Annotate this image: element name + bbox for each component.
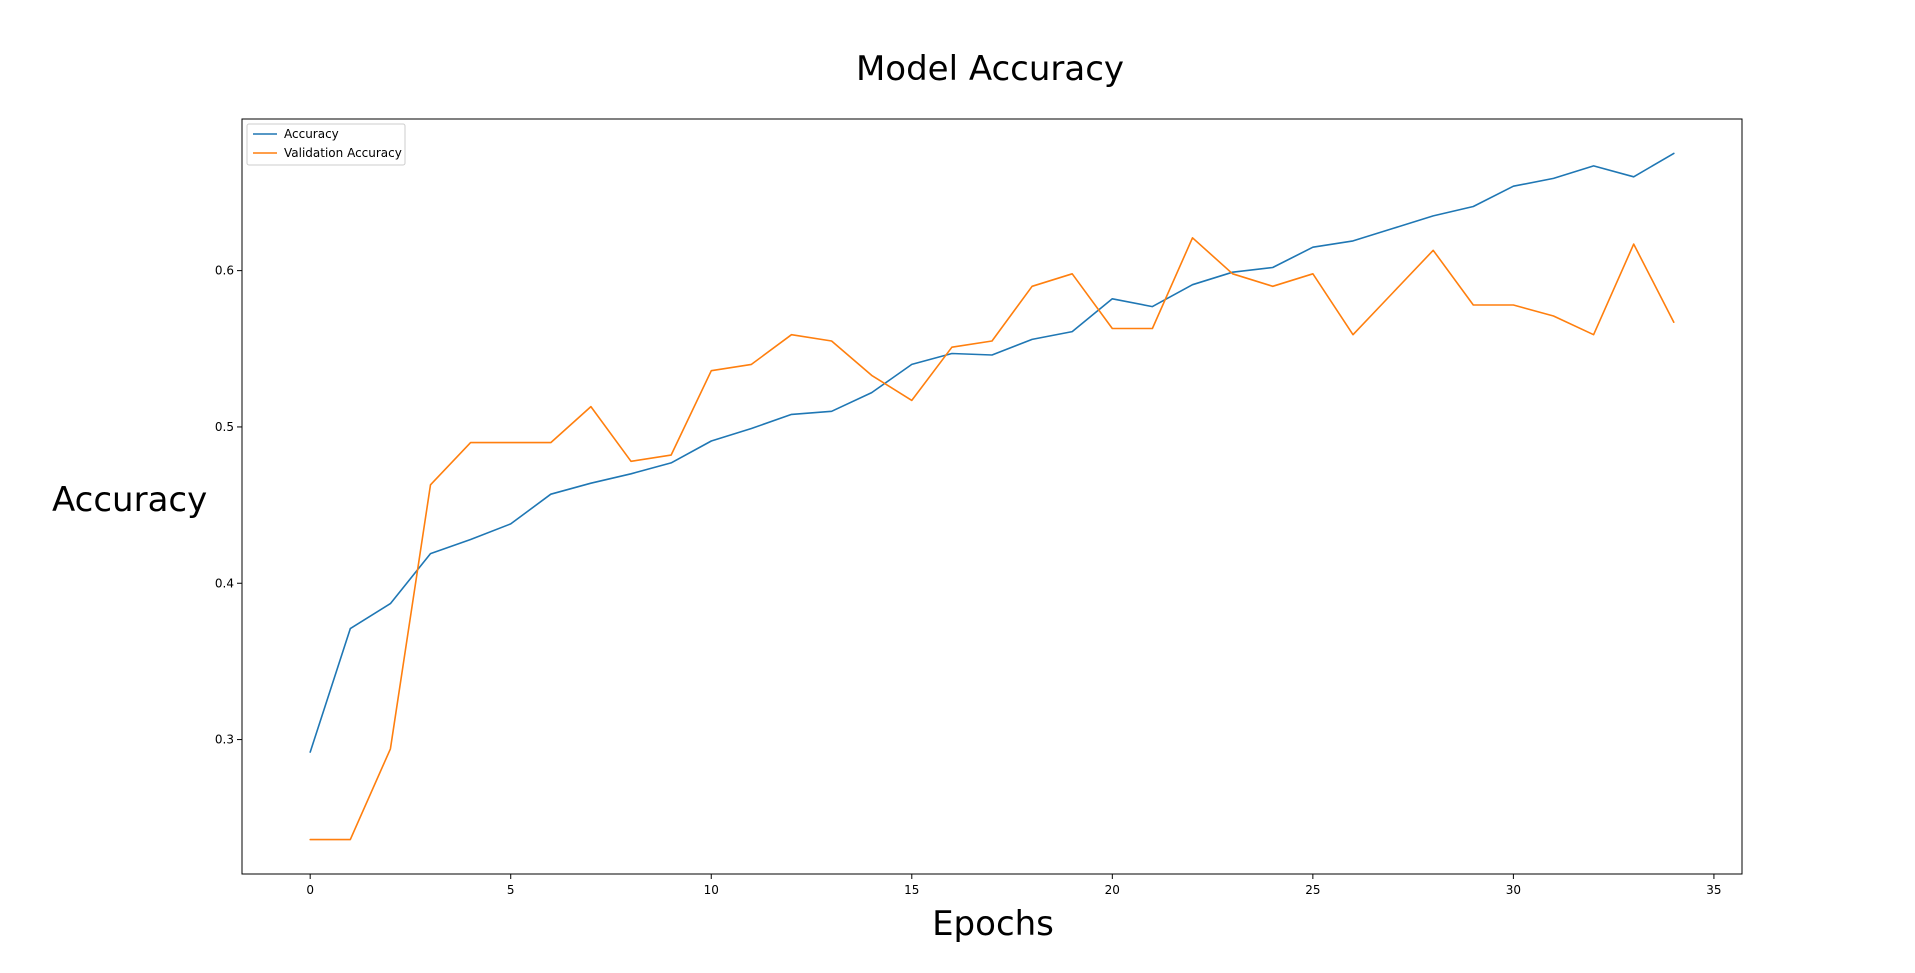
x-tick-label: 0 (306, 883, 314, 897)
y-tick-label: 0.5 (215, 420, 234, 434)
y-tick-label: 0.6 (215, 264, 234, 278)
x-tick-label: 25 (1305, 883, 1320, 897)
series-lines (309, 152, 1675, 841)
y-axis-label: Accuracy (52, 480, 207, 520)
x-axis-label: Epochs (932, 904, 1054, 944)
legend-box (246, 123, 406, 166)
legend-entry-label: Validation Accuracy (284, 146, 402, 160)
series-line-validation-accuracy (309, 237, 1675, 841)
x-tick-label: 15 (904, 883, 919, 897)
x-axis-ticks: 0 5 10 15 20 25 30 35 (306, 874, 1722, 897)
x-tick-label: 30 (1506, 883, 1521, 897)
y-tick-label: 0.4 (215, 576, 234, 590)
plot-frame (241, 118, 1743, 875)
series-line-accuracy (309, 152, 1675, 753)
chart-title: Model Accuracy (856, 49, 1124, 89)
x-tick-label: 10 (704, 883, 719, 897)
x-tick-label: 5 (507, 883, 515, 897)
x-tick-label: 35 (1706, 883, 1721, 897)
x-tick-label: 20 (1105, 883, 1120, 897)
plot-area: 0 5 10 15 20 25 30 35 0.3 0.4 0.5 0.6 (215, 118, 1743, 897)
legend: Accuracy Validation Accuracy (246, 123, 406, 166)
legend-entry-label: Accuracy (284, 127, 339, 141)
y-tick-label: 0.3 (215, 733, 234, 747)
y-axis-ticks: 0.3 0.4 0.5 0.6 (215, 264, 242, 747)
